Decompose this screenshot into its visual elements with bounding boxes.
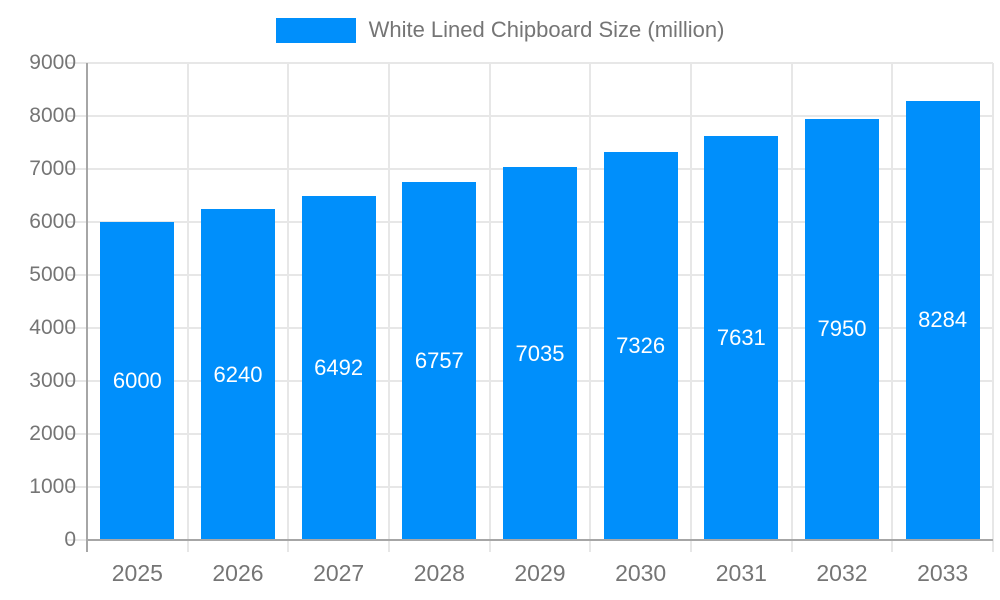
bar[interactable]: 6492 bbox=[301, 195, 376, 540]
y-axis-label: 0 bbox=[64, 528, 76, 551]
gridline bbox=[992, 63, 994, 552]
bar[interactable]: 6757 bbox=[402, 181, 477, 540]
bar-value-label: 6240 bbox=[213, 361, 263, 387]
bar[interactable]: 7950 bbox=[805, 118, 879, 540]
bar-value-label: 8284 bbox=[918, 307, 968, 333]
x-axis-label: 2028 bbox=[413, 560, 465, 586]
y-axis-label: 1000 bbox=[29, 475, 76, 498]
bar-value-label: 6492 bbox=[314, 354, 364, 380]
x-axis-label: 2031 bbox=[715, 560, 767, 586]
bar[interactable]: 6240 bbox=[201, 209, 275, 540]
gridline bbox=[67, 115, 993, 117]
bar-value-label: 6000 bbox=[112, 368, 162, 393]
y-axis-label: 9000 bbox=[29, 51, 76, 74]
bar[interactable]: 7631 bbox=[704, 135, 779, 540]
gridline bbox=[690, 63, 692, 552]
bar-value-label: 7035 bbox=[515, 340, 565, 366]
y-axis-label: 2000 bbox=[29, 422, 76, 445]
y-axis-label: 6000 bbox=[29, 210, 76, 233]
y-axis-label: 5000 bbox=[29, 263, 76, 286]
gridline bbox=[186, 63, 189, 552]
bar-value-label: 6757 bbox=[414, 347, 464, 373]
bar[interactable]: 6000 bbox=[100, 222, 175, 540]
gridline bbox=[589, 63, 592, 552]
gridline bbox=[488, 63, 491, 552]
x-axis-label: 2025 bbox=[111, 560, 163, 586]
x-axis-label: 2029 bbox=[514, 560, 566, 586]
y-axis-label: 3000 bbox=[29, 369, 76, 392]
x-axis-label: 2027 bbox=[313, 560, 365, 586]
x-axis-label: 2032 bbox=[816, 560, 868, 586]
gridline bbox=[790, 63, 793, 552]
x-axis-label: 2033 bbox=[917, 560, 969, 586]
bar[interactable]: 8284 bbox=[905, 100, 980, 540]
y-axis-line bbox=[86, 63, 88, 552]
x-axis-label: 2026 bbox=[212, 560, 264, 586]
bar[interactable]: 7326 bbox=[603, 151, 678, 540]
bar-value-label: 7326 bbox=[616, 332, 666, 358]
y-axis-label: 7000 bbox=[29, 157, 76, 180]
bar[interactable]: 7035 bbox=[503, 167, 577, 540]
y-axis-label: 8000 bbox=[29, 104, 76, 127]
gridline bbox=[67, 62, 993, 64]
gridline bbox=[287, 63, 290, 552]
gridline bbox=[891, 63, 894, 552]
bar-value-label: 7631 bbox=[716, 324, 766, 350]
legend-item[interactable]: White Lined Chipboard Size (million) bbox=[0, 17, 1000, 43]
gridline bbox=[388, 63, 390, 552]
y-axis-label: 4000 bbox=[29, 316, 76, 339]
legend-label: White Lined Chipboard Size (million) bbox=[368, 17, 725, 42]
x-axis-label: 2030 bbox=[615, 560, 667, 586]
bar-value-label: 7950 bbox=[817, 316, 867, 342]
x-axis-line bbox=[87, 539, 993, 541]
plot-area: 0 1000 2000 3000 4000 5000 6000 7000 8000 9000 600… bbox=[29, 51, 994, 586]
legend-swatch-icon bbox=[275, 17, 356, 43]
